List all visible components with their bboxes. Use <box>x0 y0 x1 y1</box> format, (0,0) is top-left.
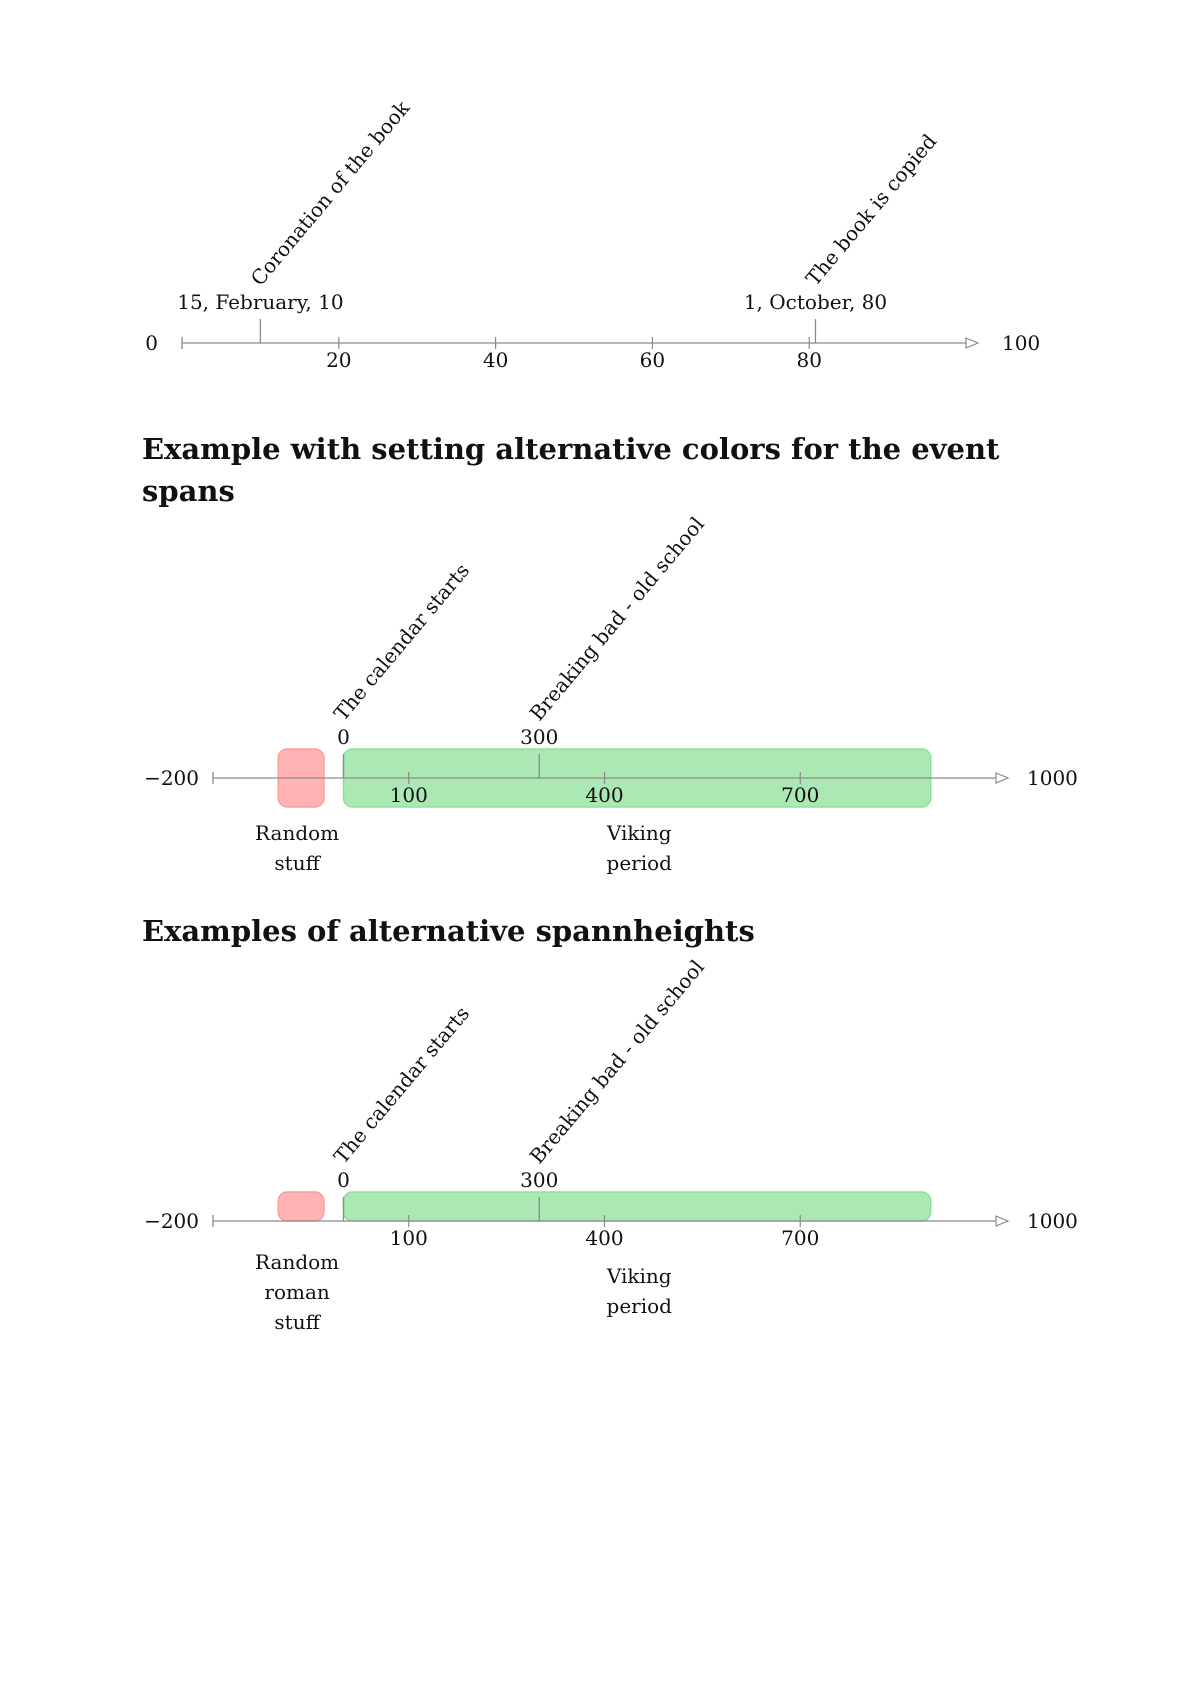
span-label: roman <box>264 1280 329 1304</box>
span-label: Viking <box>606 821 672 845</box>
axis-min-label: −200 <box>144 1209 199 1233</box>
span-label: period <box>607 851 673 875</box>
tick-label: 100 <box>390 1226 428 1250</box>
span-box <box>342 1191 932 1222</box>
tick-label: 40 <box>483 348 508 372</box>
event-date-label: 300 <box>520 725 558 749</box>
tick-label: 400 <box>585 1226 623 1250</box>
tick-label: 20 <box>326 348 351 372</box>
tick-label: 80 <box>796 348 821 372</box>
timeline-alternative-span-heights: Random roman stuff Viking period −200 1000 100 4… <box>144 955 1078 1334</box>
span-label: Viking <box>606 1264 672 1288</box>
tick-label: 400 <box>585 783 623 807</box>
event-description: Breaking bad - old school <box>525 512 709 725</box>
event-description: The calendar starts <box>329 1002 474 1169</box>
event-description: The book is copied <box>801 129 942 290</box>
axis-max-label: 1000 <box>1027 766 1078 790</box>
event-date-label: 1, October, 80 <box>744 290 887 314</box>
heading-alternative-span-heights: Examples of alternative spannheights <box>142 914 755 948</box>
span-label: stuff <box>274 1310 321 1334</box>
span-label: Random <box>255 821 339 845</box>
event-date-label: 0 <box>337 725 350 749</box>
axis-max-label: 100 <box>1002 331 1040 355</box>
axis-max-label: 1000 <box>1027 1209 1078 1233</box>
event-description: The calendar starts <box>329 559 474 726</box>
tick-label: 700 <box>781 1226 819 1250</box>
heading-alternative-colors: Example with setting alternative colors … <box>142 432 1000 508</box>
axis-min-label: −200 <box>144 766 199 790</box>
event-description: Breaking bad - old school <box>525 955 709 1168</box>
tick-label: 60 <box>640 348 665 372</box>
tick-label: 700 <box>781 783 819 807</box>
tick-label: 100 <box>390 783 428 807</box>
span-label: stuff <box>274 851 321 875</box>
event-description: Coronation of the book <box>246 95 415 290</box>
span-label: period <box>607 1294 673 1318</box>
event-date-label: 15, February, 10 <box>177 290 343 314</box>
axis-min-label: 0 <box>145 331 158 355</box>
axis-arrowhead <box>995 1215 1010 1227</box>
axis-arrowhead <box>965 337 980 349</box>
event-date-label: 300 <box>520 1168 558 1192</box>
event-date-label: 0 <box>337 1168 350 1192</box>
span-label: Random <box>255 1250 339 1274</box>
timeline-alternative-colors: Random stuff Viking period −200 1000 100 400 700… <box>144 512 1078 875</box>
span-box <box>277 1191 325 1222</box>
axis-arrowhead <box>995 772 1010 784</box>
